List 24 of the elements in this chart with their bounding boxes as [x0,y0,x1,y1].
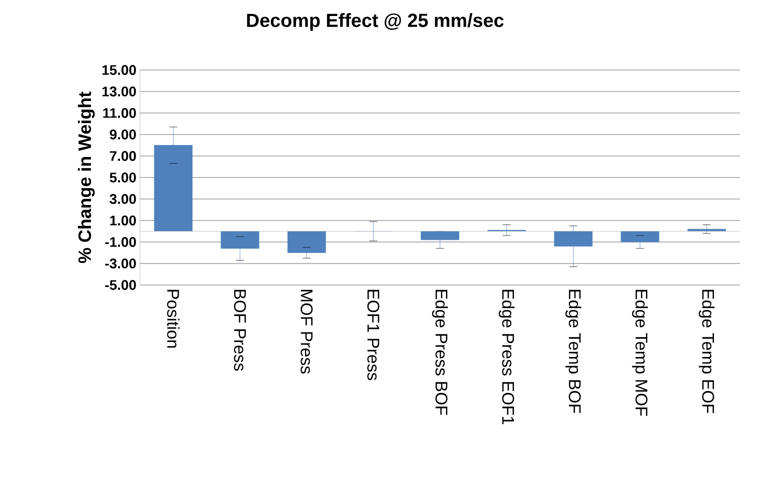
y-tick-label: -1.00 [105,237,136,247]
x-tick-label: Edge Press EOF1 [498,290,515,424]
x-tick-label: Position [167,290,180,348]
y-tick-label: 13.00 [102,86,136,96]
y-tick-label: 15.00 [102,65,136,75]
x-tick-label: MOF Press [300,290,313,374]
y-axis-title: % Change in Weight [78,92,95,264]
y-tick-label: 5.00 [110,172,136,182]
x-tick-label: Edge Temp EOF [698,290,715,414]
x-tick-label: EOF1 Press [367,290,380,380]
y-tick-label: -5.00 [105,280,136,290]
x-tick-label: Edge Temp BOF [565,290,582,414]
bar [420,231,460,240]
x-tick-label: Edge Press BOF [432,290,448,415]
y-tick-label: 7.00 [110,151,136,161]
chart-title: Decomp Effect @ 25 mm/sec [247,13,504,31]
y-tick-label: 9.00 [110,130,136,140]
y-tick-label: 11.00 [103,108,136,118]
y-tick-label: 1.00 [110,216,136,226]
x-tick-label: BOF Press [234,290,246,371]
x-tick-label: Edge Temp MOF [632,290,648,416]
y-tick-label: 3.00 [110,194,136,204]
y-tick-label: -3.00 [105,258,136,268]
bar [154,145,193,232]
